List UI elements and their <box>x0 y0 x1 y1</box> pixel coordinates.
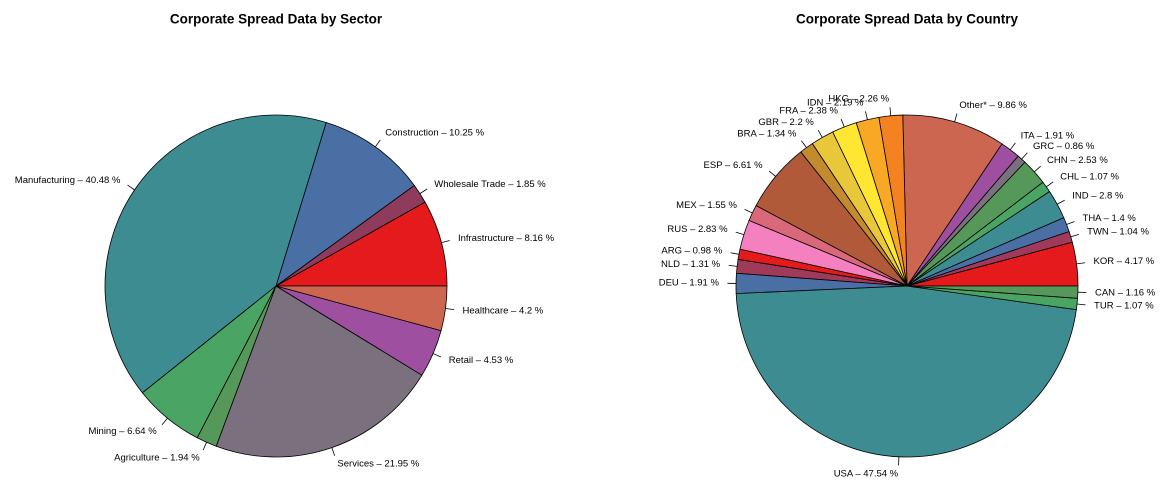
label-leader <box>331 447 336 456</box>
label-leader <box>954 113 958 122</box>
label-leader <box>1066 221 1075 225</box>
label-leader <box>1070 233 1080 238</box>
chart-title: Corporate Spread Data by Country <box>796 12 1019 27</box>
slice-label: IDN – 2.19 % <box>807 98 864 109</box>
slice-label: Retail – 4.53 % <box>449 355 514 366</box>
slice-label: THA – 1.4 % <box>1083 213 1137 224</box>
label-leader <box>768 170 776 177</box>
label-leader <box>441 240 450 244</box>
label-leader <box>728 264 738 267</box>
slice-label: NLD – 1.31 % <box>661 259 721 270</box>
label-leader <box>432 353 442 358</box>
slice-label: CAN – 1.16 % <box>1095 287 1156 298</box>
slice-label: ITA – 1.91 % <box>1021 131 1075 142</box>
slice-label: Healthcare – 4.2 % <box>462 305 543 316</box>
slice-label: GBR – 2.2 % <box>758 117 814 128</box>
slice-label: HKG – 2.26 % <box>828 93 889 104</box>
chart-title: Corporate Spread Data by Sector <box>170 12 383 27</box>
slice-label: BRA – 1.34 % <box>737 128 797 139</box>
slice-label: CHN – 2.53 % <box>1047 155 1108 166</box>
slice-label: ARG – 0.98 % <box>661 246 722 257</box>
label-leader <box>445 308 455 311</box>
label-leader <box>1076 262 1086 265</box>
label-leader <box>375 139 381 148</box>
slice-label: RUS – 2.83 % <box>667 224 728 235</box>
label-leader <box>840 118 845 128</box>
slice-label: IND – 2.8 % <box>1072 191 1124 202</box>
label-leader <box>865 111 868 120</box>
slice-label: ESP – 6.61 % <box>704 160 764 171</box>
label-leader <box>1034 165 1041 173</box>
label-leader <box>889 107 892 116</box>
pie-slice <box>735 285 1077 458</box>
slice-label: Construction – 10.25 % <box>385 127 484 138</box>
slice-label: CHL – 1.07 % <box>1060 171 1119 182</box>
pie-slice <box>902 114 1003 288</box>
pie-slice <box>275 122 415 288</box>
label-leader <box>817 129 823 138</box>
slice-label: KOR – 4.17 % <box>1094 256 1155 267</box>
slice-label: TUR – 1.07 % <box>1094 300 1154 311</box>
slice-label: Manufacturing – 40.48 % <box>15 175 121 186</box>
pie-slice <box>275 285 448 332</box>
slice-label: DEU – 1.91 % <box>659 278 720 289</box>
label-leader <box>1046 181 1054 188</box>
label-leader <box>1009 142 1016 150</box>
slice-label: TWN – 1.04 % <box>1087 226 1149 237</box>
label-leader <box>1021 152 1028 160</box>
label-leader <box>1057 199 1065 205</box>
pie-slice <box>906 285 1079 299</box>
slice-label: MEX – 1.55 % <box>676 200 737 211</box>
slice-label: Wholesale Trade – 1.85 % <box>434 179 546 190</box>
label-leader <box>1077 303 1086 306</box>
slice-label: Other* – 9.86 % <box>959 100 1027 111</box>
slice-label: Mining – 6.64 % <box>89 426 158 437</box>
slice-label: GRC – 0.86 % <box>1033 141 1095 152</box>
label-leader <box>419 188 428 194</box>
slice-label: USA – 47.54 % <box>834 468 899 479</box>
slice-label: Infrastructure – 8.16 % <box>458 233 555 244</box>
label-leader <box>127 184 135 191</box>
label-leader <box>735 231 745 236</box>
label-leader <box>202 442 207 451</box>
label-leader <box>744 208 753 214</box>
label-leader <box>730 252 740 255</box>
pie-slice <box>274 201 448 287</box>
slice-label: Agriculture – 1.94 % <box>114 452 200 463</box>
slice-label: FRA – 2.38 % <box>779 106 838 117</box>
label-leader <box>161 417 168 426</box>
label-leader <box>801 140 807 148</box>
slice-label: Services – 21.95 % <box>337 458 419 469</box>
